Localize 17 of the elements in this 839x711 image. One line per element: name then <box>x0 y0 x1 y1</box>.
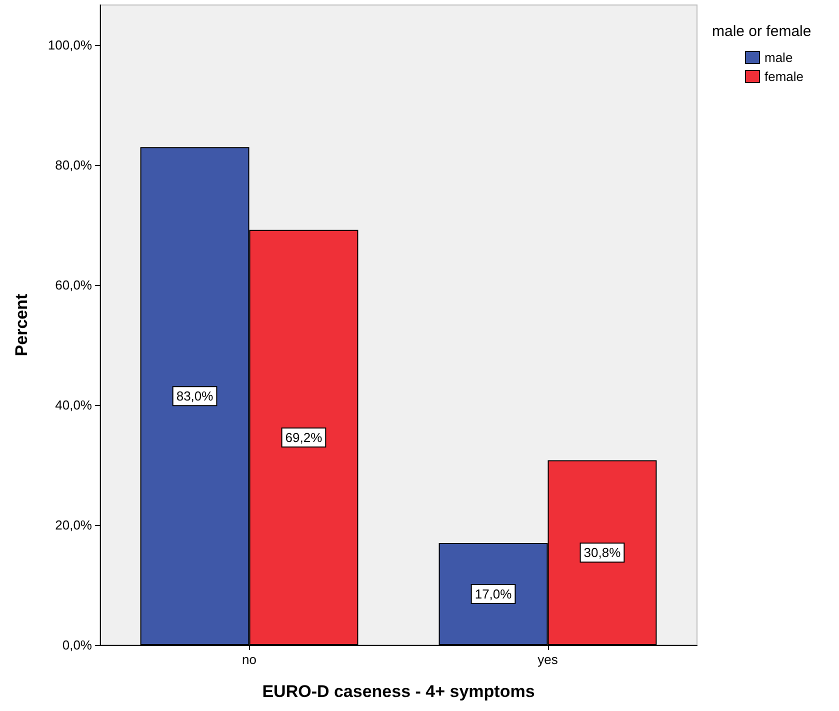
y-tick-label: 0,0% <box>62 638 92 652</box>
legend-label: female <box>764 69 804 84</box>
legend-title: male or female <box>712 23 812 40</box>
x-tick-label: yes <box>538 652 558 667</box>
y-tick-label: 60,0% <box>55 278 92 293</box>
y-tick-label: 40,0% <box>55 398 92 413</box>
data-label: 69,2% <box>285 430 323 445</box>
legend-label: male <box>764 50 793 65</box>
y-tick-label: 20,0% <box>55 518 92 533</box>
data-label: 30,8% <box>584 545 622 560</box>
data-label: 83,0% <box>176 388 214 404</box>
x-tick-label: no <box>242 652 256 667</box>
x-axis-title: EURO-D caseness - 4+ symptoms <box>262 682 535 701</box>
y-tick-label: 100,0% <box>48 38 92 53</box>
y-axis-title: Percent <box>12 293 31 356</box>
data-label: 17,0% <box>474 586 512 602</box>
y-tick-label: 80,0% <box>55 158 92 173</box>
